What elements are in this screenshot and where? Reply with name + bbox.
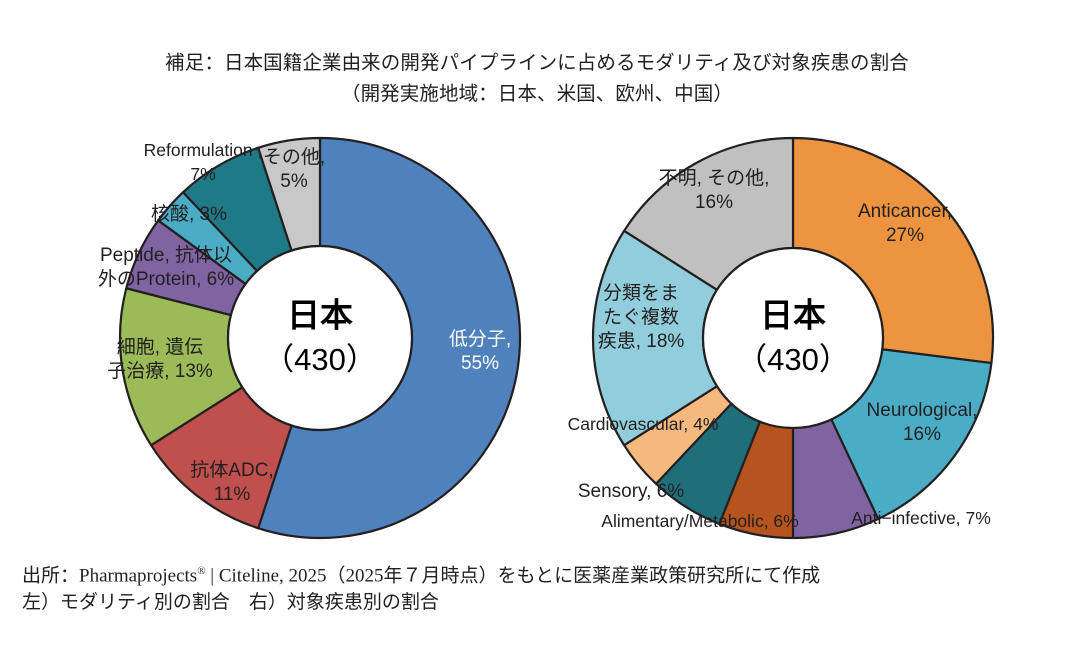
title-line-1: 補足：日本国籍企業由来の開発パイプラインに占めるモダリティ及び対象疾患の割合	[165, 52, 909, 74]
footer-source: 出所：Pharmaprojects® | Citeline, 2025（2025…	[22, 558, 1052, 589]
pie-slice-label: 細胞, 遺伝子治療, 13%	[107, 336, 213, 382]
pie-slice-label: Reformulation , 7%	[144, 140, 263, 184]
footer-source-prefix: 出所：Pharmaprojects	[22, 565, 198, 587]
page-title: 補足：日本国籍企業由来の開発パイプラインに占めるモダリティ及び対象疾患の割合 （…	[0, 48, 1074, 110]
registered-mark-icon: ®	[197, 565, 206, 577]
pie-slice-label: Cardiovascular, 4%	[568, 414, 719, 434]
donut-center-label: 日本	[287, 297, 353, 334]
donut-charts: 低分子, 55% 抗体ADC, 11% 細胞, 遺伝子治療, 13% Peptide, 抗…	[98, 136, 995, 540]
donut-center-label: 日本	[760, 297, 826, 334]
charts-container: 低分子, 55% 抗体ADC, 11% 細胞, 遺伝子治療, 13% Peptide, 抗…	[0, 128, 1074, 548]
pie-slice-label: 分類をまたぐ複数疾患, 18%	[598, 282, 685, 352]
donut-hole	[701, 246, 885, 430]
pie-slice-label: 不明, その他, 16%	[659, 167, 770, 213]
footer-source-suffix: | Citeline, 2025（2025年７月時点）をもとに医薬産業政策研究所…	[205, 565, 821, 587]
pie-slice-label: 低分子, 55%	[449, 328, 511, 374]
pie-slice-label: Alimentary/Metabolic, 6%	[601, 511, 798, 531]
donut-chart-modality: 低分子, 55% 抗体ADC, 11% 細胞, 遺伝子治療, 13% Peptide, 抗…	[98, 136, 522, 540]
pie-slice-label: その他, 5%	[263, 146, 325, 192]
footer: 出所：Pharmaprojects® | Citeline, 2025（2025…	[22, 558, 1052, 616]
pie-slice-label: Anti−infective, 7%	[851, 508, 991, 528]
pie-slice-label: 抗体ADC, 11%	[190, 459, 273, 505]
pie-slice-label: 核酸, 3%	[151, 203, 227, 225]
title-line-2: （開発実施地域：日本、米国、欧州、中国）	[340, 83, 733, 105]
donut-center-count: （430）	[736, 342, 850, 377]
pie-slice-label: Anticancer, 27%	[858, 201, 952, 246]
donut-chart-disease: Anticancer, 27% Neurological, 16% Anti−infec…	[568, 136, 995, 540]
footer-legend: 左）モダリティ別の割合 右）対象疾患別の割合	[22, 592, 439, 614]
pie-slice-label: Neurological, 16%	[867, 400, 978, 445]
pie-slice-label: Sensory, 6%	[578, 481, 684, 502]
pie-slice-label: Peptide, 抗体以外のProtein, 6%	[98, 244, 234, 290]
donut-center-count: （430）	[263, 342, 377, 377]
donut-hole	[226, 244, 414, 432]
